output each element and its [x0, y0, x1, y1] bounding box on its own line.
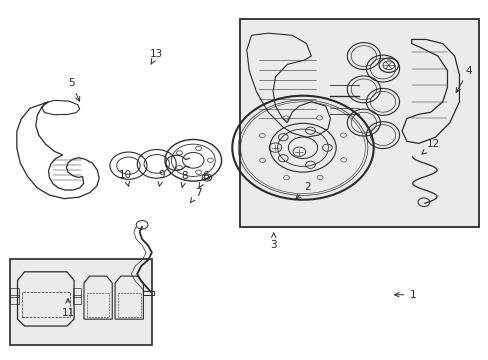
Text: 13: 13	[150, 49, 163, 64]
Text: 11: 11	[61, 298, 75, 318]
Bar	[143, 291, 154, 295]
Text: 12: 12	[421, 139, 439, 154]
Text: 2: 2	[295, 182, 310, 199]
Bar	[73, 288, 81, 297]
Bar	[10, 288, 19, 297]
Text: 4: 4	[455, 66, 471, 93]
Text: 3: 3	[270, 233, 277, 249]
Text: 5: 5	[68, 78, 80, 101]
Text: 6: 6	[199, 171, 208, 188]
Bar	[10, 259, 152, 345]
Text: 9: 9	[158, 170, 164, 186]
Text: 1: 1	[394, 290, 415, 300]
Text: 7: 7	[190, 188, 201, 203]
Text: 10: 10	[118, 170, 131, 186]
Bar	[73, 295, 81, 303]
Bar	[10, 295, 19, 303]
Bar	[239, 19, 478, 226]
Text: 8: 8	[181, 171, 188, 187]
